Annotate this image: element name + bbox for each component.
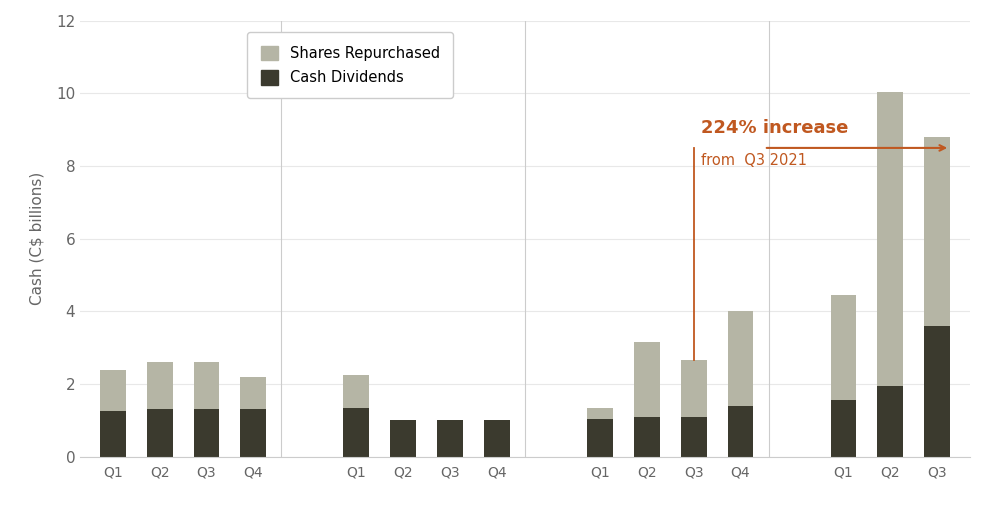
Bar: [728, 311, 753, 406]
Y-axis label: Cash (C$ billions): Cash (C$ billions): [30, 172, 45, 305]
Bar: [681, 360, 707, 417]
Bar: [634, 417, 660, 457]
Text: 224% increase: 224% increase: [701, 119, 848, 137]
Bar: [100, 411, 126, 457]
Bar: [194, 409, 219, 457]
Bar: [147, 362, 173, 409]
Bar: [343, 375, 369, 408]
Bar: [240, 409, 266, 457]
Bar: [634, 343, 660, 417]
Bar: [390, 420, 416, 457]
Bar: [147, 409, 173, 457]
Bar: [437, 420, 463, 457]
Bar: [924, 326, 950, 457]
Bar: [587, 408, 613, 418]
Legend: Shares Repurchased, Cash Dividends: Shares Repurchased, Cash Dividends: [247, 32, 453, 98]
Bar: [484, 420, 510, 457]
Bar: [728, 406, 753, 457]
Bar: [877, 92, 903, 386]
Bar: [877, 386, 903, 457]
Bar: [240, 377, 266, 409]
Bar: [343, 408, 369, 457]
Bar: [587, 418, 613, 457]
Bar: [681, 417, 707, 457]
Bar: [924, 137, 950, 326]
Bar: [831, 295, 856, 401]
Bar: [194, 362, 219, 409]
Bar: [831, 401, 856, 457]
Text: from  Q3 2021: from Q3 2021: [701, 154, 807, 168]
Bar: [100, 370, 126, 411]
